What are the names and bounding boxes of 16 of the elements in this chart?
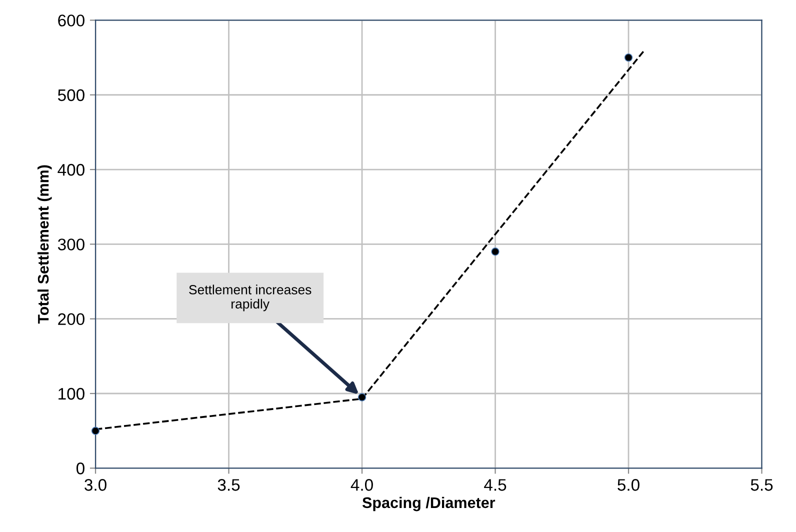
y-tick-label: 400 xyxy=(58,164,84,176)
y-tick-label: 300 xyxy=(58,238,84,250)
x-tick-label: 5.5 xyxy=(750,479,773,491)
y-tick-label: 100 xyxy=(58,388,84,400)
y-tick-label: 600 xyxy=(58,14,84,26)
y-axis-title: Total Settlement (mm) xyxy=(38,165,52,324)
y-tick-label: 0 xyxy=(76,462,84,474)
x-tick-label: 4.5 xyxy=(484,479,506,491)
x-tick-label: 4.0 xyxy=(350,479,373,491)
x-tick-label: 5.0 xyxy=(618,479,640,491)
y-tick-label: 500 xyxy=(58,89,84,102)
y-tick-label: 200 xyxy=(58,313,84,326)
x-tick-label: 3.0 xyxy=(84,479,106,491)
annotation: Settlement increases rapidly xyxy=(189,284,312,312)
x-tick-label: 3.5 xyxy=(218,479,240,491)
x-axis-title: Spacing /Diameter xyxy=(362,496,496,512)
